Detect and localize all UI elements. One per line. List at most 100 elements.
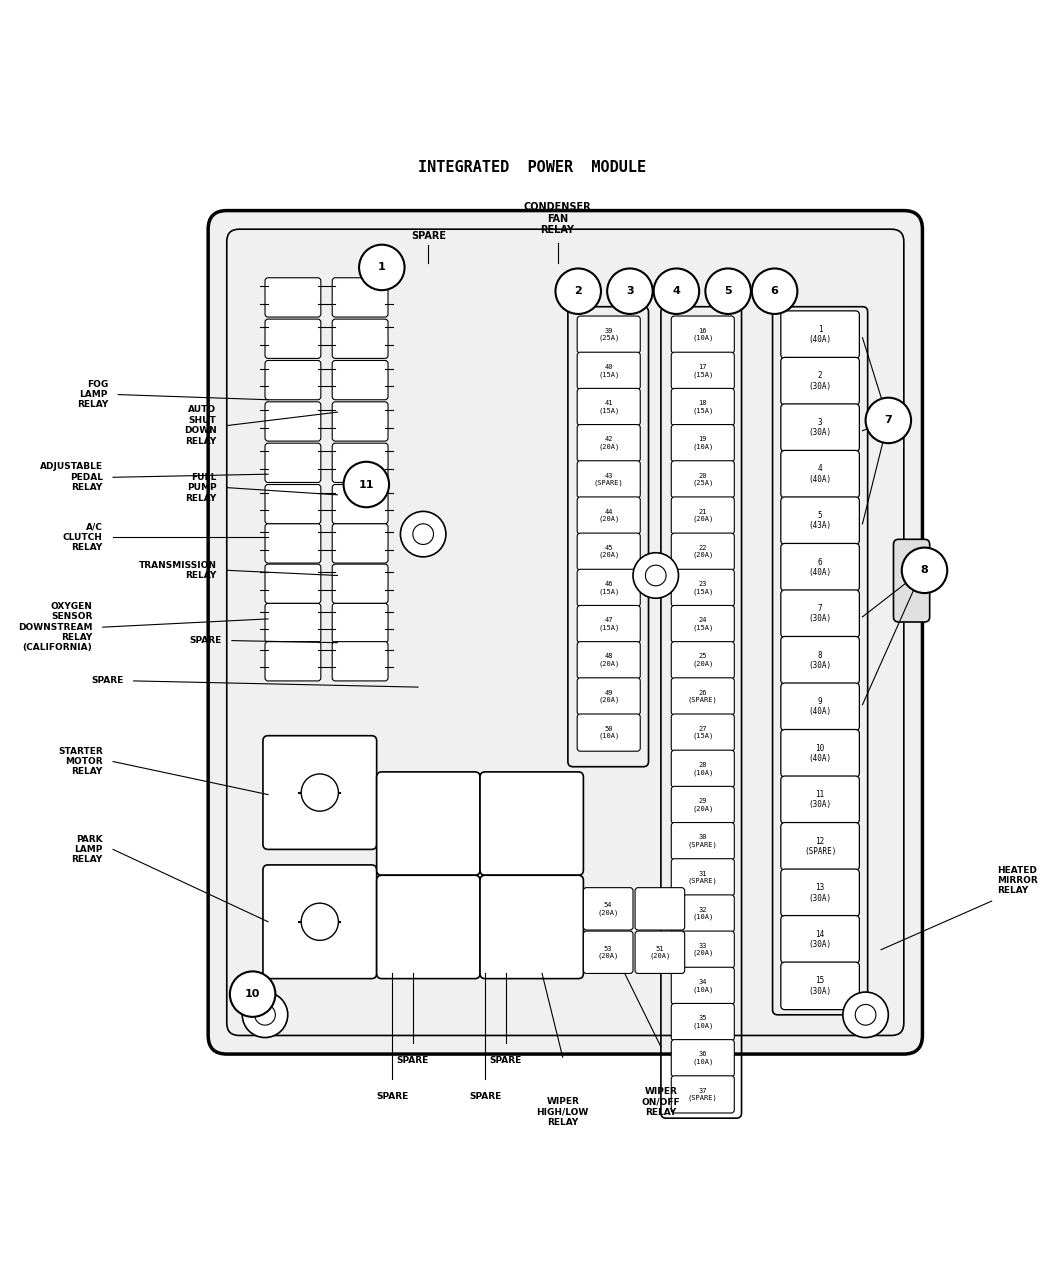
Text: 6
(40A): 6 (40A) bbox=[808, 557, 832, 576]
FancyBboxPatch shape bbox=[781, 636, 859, 683]
FancyBboxPatch shape bbox=[578, 389, 640, 426]
Text: 20
(25A): 20 (25A) bbox=[692, 473, 713, 486]
FancyBboxPatch shape bbox=[671, 968, 734, 1005]
FancyBboxPatch shape bbox=[332, 524, 388, 564]
Text: 44
(20A): 44 (20A) bbox=[598, 509, 620, 523]
Text: 22
(20A): 22 (20A) bbox=[692, 544, 713, 558]
Circle shape bbox=[843, 992, 888, 1038]
FancyBboxPatch shape bbox=[377, 771, 480, 875]
FancyBboxPatch shape bbox=[332, 361, 388, 400]
FancyBboxPatch shape bbox=[671, 1003, 734, 1040]
FancyBboxPatch shape bbox=[894, 539, 929, 622]
Circle shape bbox=[752, 269, 797, 314]
Text: 15
(30A): 15 (30A) bbox=[808, 977, 832, 996]
FancyBboxPatch shape bbox=[671, 1039, 734, 1077]
Text: 50
(10A): 50 (10A) bbox=[598, 725, 620, 739]
Text: 26
(SPARE): 26 (SPARE) bbox=[688, 690, 717, 704]
Text: 21
(20A): 21 (20A) bbox=[692, 509, 713, 523]
FancyBboxPatch shape bbox=[671, 460, 734, 499]
Text: 4: 4 bbox=[672, 286, 680, 296]
FancyBboxPatch shape bbox=[265, 361, 321, 400]
FancyBboxPatch shape bbox=[578, 714, 640, 751]
Text: 24
(15A): 24 (15A) bbox=[692, 617, 713, 631]
Circle shape bbox=[301, 903, 338, 941]
Text: 7: 7 bbox=[884, 416, 892, 426]
Text: 41
(15A): 41 (15A) bbox=[598, 400, 620, 413]
Circle shape bbox=[902, 547, 947, 593]
FancyBboxPatch shape bbox=[781, 450, 859, 499]
Text: SPARE: SPARE bbox=[189, 636, 222, 645]
Text: A/C
CLUTCH
RELAY: A/C CLUTCH RELAY bbox=[63, 523, 103, 552]
Circle shape bbox=[301, 774, 338, 811]
Text: 53
(20A): 53 (20A) bbox=[597, 946, 618, 959]
FancyBboxPatch shape bbox=[781, 357, 859, 405]
Text: 18
(15A): 18 (15A) bbox=[692, 400, 713, 413]
FancyBboxPatch shape bbox=[265, 564, 321, 603]
Text: 27
(15A): 27 (15A) bbox=[692, 725, 713, 739]
FancyBboxPatch shape bbox=[671, 750, 734, 788]
FancyBboxPatch shape bbox=[265, 641, 321, 681]
Text: 1
(40A): 1 (40A) bbox=[808, 325, 832, 344]
Text: STARTER
MOTOR
RELAY: STARTER MOTOR RELAY bbox=[58, 747, 103, 776]
Text: 7
(30A): 7 (30A) bbox=[808, 604, 832, 623]
FancyBboxPatch shape bbox=[262, 864, 377, 979]
Text: 34
(10A): 34 (10A) bbox=[692, 979, 713, 993]
Text: 31
(SPARE): 31 (SPARE) bbox=[688, 871, 717, 884]
FancyBboxPatch shape bbox=[265, 603, 321, 643]
Text: 6: 6 bbox=[771, 286, 778, 296]
FancyBboxPatch shape bbox=[332, 319, 388, 358]
Text: 12
(SPARE): 12 (SPARE) bbox=[804, 836, 836, 856]
Text: 3
(30A): 3 (30A) bbox=[808, 418, 832, 437]
FancyBboxPatch shape bbox=[635, 887, 685, 929]
FancyBboxPatch shape bbox=[671, 569, 734, 607]
Text: 8
(30A): 8 (30A) bbox=[808, 650, 832, 669]
FancyBboxPatch shape bbox=[578, 606, 640, 643]
FancyBboxPatch shape bbox=[262, 736, 377, 849]
FancyBboxPatch shape bbox=[265, 402, 321, 441]
Text: 25
(20A): 25 (20A) bbox=[692, 654, 713, 667]
FancyBboxPatch shape bbox=[671, 425, 734, 462]
FancyBboxPatch shape bbox=[265, 524, 321, 564]
Text: 11
(30A): 11 (30A) bbox=[808, 790, 832, 810]
Text: 48
(20A): 48 (20A) bbox=[598, 654, 620, 667]
Text: 23
(15A): 23 (15A) bbox=[692, 581, 713, 594]
Text: OXYGEN
SENSOR
DOWNSTREAM
RELAY
(CALIFORNIA): OXYGEN SENSOR DOWNSTREAM RELAY (CALIFORN… bbox=[18, 602, 92, 653]
FancyBboxPatch shape bbox=[332, 603, 388, 643]
FancyBboxPatch shape bbox=[332, 484, 388, 524]
Text: 10
(40A): 10 (40A) bbox=[808, 743, 832, 762]
Circle shape bbox=[646, 565, 666, 585]
FancyBboxPatch shape bbox=[671, 389, 734, 426]
Text: 39
(25A): 39 (25A) bbox=[598, 328, 620, 342]
FancyBboxPatch shape bbox=[671, 714, 734, 751]
FancyBboxPatch shape bbox=[781, 776, 859, 824]
Text: INTEGRATED  POWER  MODULE: INTEGRATED POWER MODULE bbox=[418, 159, 646, 175]
FancyBboxPatch shape bbox=[671, 352, 734, 389]
FancyBboxPatch shape bbox=[671, 641, 734, 678]
Circle shape bbox=[865, 398, 911, 444]
FancyBboxPatch shape bbox=[671, 316, 734, 353]
Circle shape bbox=[856, 1005, 876, 1025]
FancyBboxPatch shape bbox=[578, 352, 640, 389]
Text: 5
(43A): 5 (43A) bbox=[808, 511, 832, 530]
Text: 1: 1 bbox=[378, 263, 385, 273]
Circle shape bbox=[255, 1005, 275, 1025]
FancyBboxPatch shape bbox=[332, 444, 388, 482]
FancyBboxPatch shape bbox=[781, 683, 859, 731]
Text: 17
(15A): 17 (15A) bbox=[692, 365, 713, 377]
Text: SPARE: SPARE bbox=[397, 1056, 429, 1065]
Text: 28
(10A): 28 (10A) bbox=[692, 762, 713, 775]
Circle shape bbox=[607, 269, 653, 314]
FancyBboxPatch shape bbox=[578, 533, 640, 570]
Circle shape bbox=[359, 245, 404, 291]
FancyBboxPatch shape bbox=[332, 278, 388, 317]
Circle shape bbox=[633, 553, 678, 598]
Text: HEATED
MIRROR
RELAY: HEATED MIRROR RELAY bbox=[996, 866, 1037, 895]
FancyBboxPatch shape bbox=[635, 931, 685, 973]
Text: ADJUSTABLE
PEDAL
RELAY: ADJUSTABLE PEDAL RELAY bbox=[40, 463, 103, 492]
FancyBboxPatch shape bbox=[265, 278, 321, 317]
Text: 10: 10 bbox=[245, 989, 260, 1000]
Circle shape bbox=[343, 462, 390, 507]
FancyBboxPatch shape bbox=[781, 729, 859, 776]
FancyBboxPatch shape bbox=[332, 564, 388, 603]
Text: AUTO
SHUT
DOWN
RELAY: AUTO SHUT DOWN RELAY bbox=[184, 405, 216, 446]
